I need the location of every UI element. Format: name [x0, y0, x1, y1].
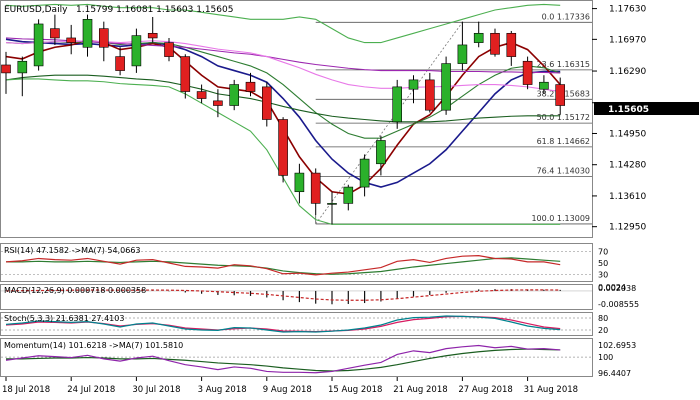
candle-body	[555, 84, 566, 106]
momentum-tick-label: 100	[598, 353, 613, 362]
candle-body	[539, 81, 549, 90]
price-tick-label: 1.16970	[609, 35, 646, 45]
stoch-panel-frame	[0, 312, 593, 336]
price-tick-label: 1.17630	[609, 5, 646, 15]
candle-body	[261, 86, 272, 120]
candle-body	[327, 203, 337, 205]
date-tick-label: 9 Aug 2018	[263, 385, 312, 395]
fib-level-label: 50.0 1.15172	[537, 113, 590, 122]
candle-body	[17, 60, 28, 74]
candle-body	[164, 42, 174, 57]
macd-tick-label: 0.002038	[598, 284, 636, 293]
candle-body	[522, 60, 533, 85]
candle-body	[82, 19, 93, 48]
candle-body	[245, 81, 256, 92]
candle-body	[392, 86, 403, 123]
candle-body	[457, 44, 468, 64]
fib-trend-line	[315, 22, 463, 225]
candle-body	[147, 32, 158, 39]
momentum-label: Momentum(14) 101.6218 ->MA(7) 101.5810	[4, 341, 183, 350]
momentum-tick-label: 102.6953	[598, 341, 636, 350]
candle-body	[359, 158, 370, 188]
price-tick-label: 1.12950	[609, 223, 646, 233]
overlay-line	[5, 38, 561, 188]
candle-body	[278, 119, 288, 176]
candle-body	[310, 172, 321, 204]
overlay-line	[5, 74, 561, 123]
macd-series-line	[5, 289, 561, 301]
last-price-label: 1.15605	[608, 105, 649, 115]
candle-body	[50, 28, 60, 39]
last-price-badge	[594, 102, 699, 115]
candle-body	[506, 32, 517, 57]
date-tick-label: 3 Aug 2018	[198, 385, 247, 395]
momentum-series-line	[5, 344, 561, 374]
fib-level-label: 100.0 1.13009	[531, 214, 590, 223]
candle-body	[66, 37, 76, 43]
price-tick-label: 1.16290	[609, 67, 646, 77]
candle-body	[473, 32, 484, 43]
overlay-line	[5, 3, 561, 44]
candle-body	[229, 84, 239, 106]
rsi-label: RSI(14) 47.1582 ->MA(7) 54,0663	[4, 246, 141, 255]
candle-body	[115, 56, 125, 71]
rsi-series-line	[6, 257, 561, 275]
symbol-label: EURUSD,Daily	[4, 5, 68, 15]
candle-body	[180, 56, 191, 92]
price-axis: 1.17630 1.16970 1.16290 1.14950 1.14280 1.136…	[592, 5, 646, 233]
fib-level-label: 61.8 1.14662	[537, 137, 590, 146]
fib-level-label: 0.0 1.17336	[542, 12, 590, 21]
macd-tick-label: 0.0024	[598, 283, 626, 292]
candle-body	[343, 186, 354, 204]
price-tick-label: 1.14950	[609, 129, 646, 139]
date-tick-label: 27 Aug 2018	[458, 385, 512, 395]
candle-body	[33, 23, 44, 67]
date-tick-label: 18 Jul 2018	[2, 385, 50, 395]
candle-body	[99, 28, 109, 48]
price-panel-frame	[0, 0, 593, 238]
indicator-panels: 70 50 30 RSI(14) 47.1582 ->MA(7) 54,0663 0.0…	[1, 246, 639, 378]
candle-body	[196, 91, 207, 99]
stoch-series-line	[5, 315, 561, 333]
macd-tick-label: -0.008555	[598, 300, 639, 309]
candle-body	[408, 79, 419, 90]
price-tick-label: 1.14280	[609, 161, 646, 171]
macd-panel-frame	[0, 284, 593, 310]
rsi-tick-label: 30	[598, 270, 608, 279]
candlesticks	[1, 14, 566, 225]
stoch-tick-label: 20	[598, 326, 608, 335]
date-tick-label: 30 Jul 2018	[132, 385, 180, 395]
price-tick-label: 1.13610	[609, 192, 646, 202]
date-tick-label: 31 Aug 2018	[524, 385, 578, 395]
date-tick-label: 24 Jul 2018	[67, 385, 115, 395]
candle-body	[131, 35, 142, 67]
date-tick-label: 21 Aug 2018	[393, 385, 447, 395]
momentum-tick-label: 96.4407	[598, 369, 631, 378]
date-axis: 18 Jul 2018 24 Jul 2018 30 Jul 2018 3 Aug 2…	[2, 377, 578, 395]
rsi-tick-label: 70	[598, 248, 608, 257]
stoch-tick-label: 80	[598, 314, 608, 323]
overlay-line	[5, 40, 561, 93]
candle-body	[424, 79, 435, 111]
fib-level-label: 76.4 1.14030	[537, 166, 590, 175]
fib-level-label: 23.6 1.16315	[537, 60, 590, 69]
rsi-tick-label: 50	[598, 259, 608, 268]
macd-label: MACD(12,26,9) 0.000718 0.000358	[4, 286, 146, 295]
candle-body	[376, 140, 386, 165]
candle-body	[490, 32, 500, 55]
stoch-label: Stoch(5,3,3) 21.6381 27.4103	[4, 314, 124, 323]
momentum-panel-frame	[0, 338, 593, 377]
overlay-line	[5, 37, 561, 74]
ohlc-label: 1.15799 1.16081 1.15603 1.15605	[76, 5, 233, 15]
rsi-panel-frame	[0, 243, 593, 282]
candle-body	[441, 63, 451, 111]
date-tick-label: 15 Aug 2018	[328, 385, 382, 395]
candle-body	[294, 172, 305, 193]
candle-body	[1, 64, 11, 74]
rsi-series-line	[5, 255, 561, 276]
candle-body	[213, 100, 223, 106]
